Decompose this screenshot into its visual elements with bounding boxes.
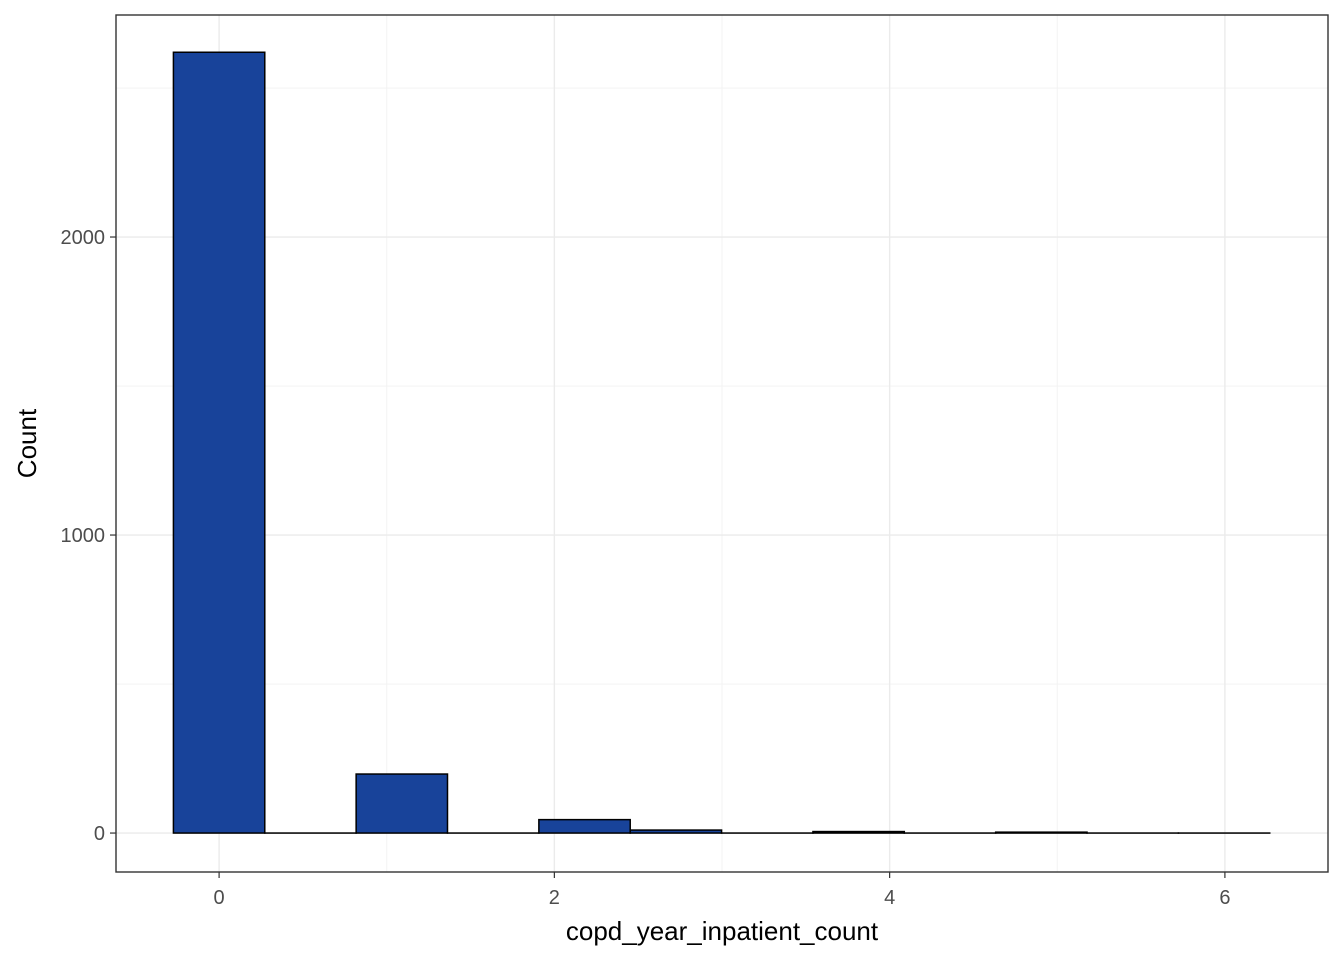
y-axis-title: Count bbox=[12, 408, 42, 478]
x-axis-title: copd_year_inpatient_count bbox=[566, 916, 879, 946]
x-tick-label: 2 bbox=[549, 887, 560, 909]
histogram-bar bbox=[356, 774, 447, 833]
y-tick-label: 2000 bbox=[61, 227, 106, 249]
histogram-bar bbox=[630, 830, 721, 833]
y-tick-label: 0 bbox=[94, 823, 105, 845]
histogram-bar bbox=[173, 52, 264, 833]
histogram-bar bbox=[813, 832, 904, 833]
x-tick-label: 4 bbox=[884, 887, 895, 909]
x-tick-label: 0 bbox=[214, 887, 225, 909]
y-tick-label: 1000 bbox=[61, 525, 106, 547]
x-tick-label: 6 bbox=[1219, 887, 1230, 909]
histogram-bar bbox=[539, 820, 630, 833]
histogram-bar bbox=[996, 832, 1087, 833]
grid-lines bbox=[116, 15, 1328, 872]
